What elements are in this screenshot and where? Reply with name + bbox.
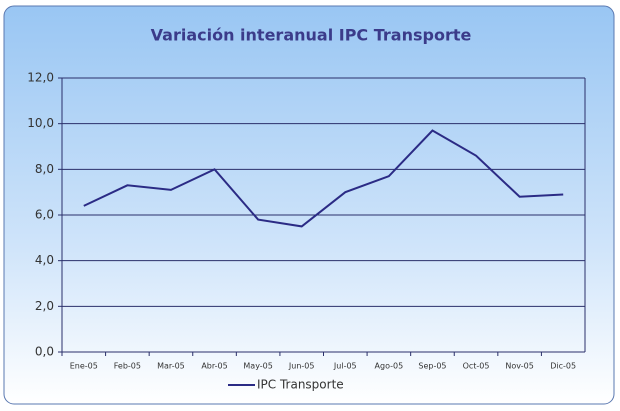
series-line [83,129,564,228]
chart-frame [3,5,615,405]
x-tick-label: Abr-05 [201,362,227,371]
x-tick-label: Nov-05 [505,362,533,371]
x-tick-label: Oct-05 [463,362,490,371]
x-tick-label: Jun-05 [288,362,315,371]
x-tick-label: Feb-05 [114,362,141,371]
y-tick-label: 2,0 [35,299,54,313]
y-tick-label: 6,0 [35,208,54,222]
y-tick-label: 4,0 [35,253,54,267]
y-tick-label: 0,0 [35,345,54,359]
x-tick-label: Mar-05 [157,362,185,371]
x-tick-label: Dic-05 [550,362,576,371]
x-tick-label: Sep-05 [418,362,446,371]
chart-title: Variación interanual IPC Transporte [151,26,472,45]
x-tick-label: Jul-05 [333,362,357,371]
x-tick-label: Ene-05 [70,362,98,371]
y-tick-label: 10,0 [27,116,54,130]
y-tick-label: 8,0 [35,162,54,176]
legend-label: IPC Transporte [257,378,344,392]
x-tick-label: Ago-05 [375,362,404,371]
x-tick-label: May-05 [243,362,272,371]
y-tick-label: 12,0 [27,71,54,85]
